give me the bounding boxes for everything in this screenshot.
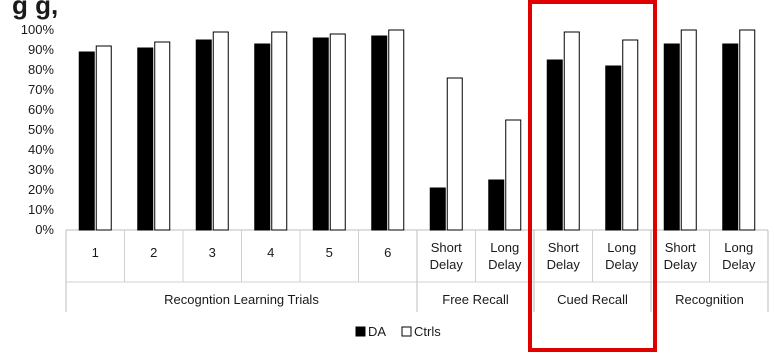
x-tick-label-line: Delay	[488, 257, 522, 272]
bar-da	[663, 43, 680, 231]
x-tick-label: Long Delay	[488, 240, 522, 272]
chart-title-fragment: g g,	[12, 0, 58, 20]
bar-da	[429, 187, 446, 231]
x-tick-label-line: 5	[326, 245, 333, 260]
bar-da	[546, 59, 563, 231]
x-tick-label: 3	[209, 245, 216, 260]
x-tick-label: 6	[384, 245, 391, 260]
bar-da	[488, 179, 505, 231]
x-tick-label: 4	[267, 245, 274, 260]
y-tick-label: 0%	[35, 222, 54, 237]
x-tick-label: 5	[326, 245, 333, 260]
bar-ctrls	[622, 39, 639, 231]
y-tick-label: 80%	[28, 62, 54, 77]
highlight-box	[528, 0, 657, 352]
y-tick-label: 90%	[28, 42, 54, 57]
x-tick-label: 2	[150, 245, 157, 260]
legend-swatch	[355, 326, 366, 337]
bar-da	[195, 39, 212, 231]
legend: DA Ctrls	[355, 324, 441, 339]
x-axis-categories: 1 2 3 4 5 6 Short Delay Long Delay Short Delay Long D…	[92, 240, 756, 272]
bar-ctrls	[388, 29, 405, 231]
legend-swatch	[401, 326, 412, 337]
x-axis-groups: Recogntion Learning Trials Free Recall Cue…	[65, 230, 769, 312]
group-label: Recogntion Learning Trials	[164, 292, 319, 307]
bar-da	[254, 43, 271, 231]
x-tick-label-line: Long	[607, 240, 636, 255]
x-tick-label-line: 4	[267, 245, 274, 260]
y-axis: 0% 10% 20% 30% 40% 50% 60% 70% 80% 90% 100%	[21, 22, 768, 237]
x-tick-label-line: Delay	[430, 257, 464, 272]
y-tick-label: 10%	[28, 202, 54, 217]
x-tick-label: Short Delay	[664, 240, 698, 272]
x-tick-label: Long Delay	[722, 240, 756, 272]
group-label: Recognition	[675, 292, 744, 307]
bar-da	[605, 65, 622, 231]
x-tick-label-line: Short	[548, 240, 579, 255]
legend-label: Ctrls	[414, 324, 441, 339]
x-tick-label: 1	[92, 245, 99, 260]
x-tick-label-line: Delay	[664, 257, 698, 272]
y-tick-label: 70%	[28, 82, 54, 97]
x-tick-label-line: 6	[384, 245, 391, 260]
bar-da	[78, 51, 95, 231]
y-tick-label: 30%	[28, 162, 54, 177]
y-tick-label: 40%	[28, 142, 54, 157]
bar-ctrls	[446, 77, 463, 231]
x-tick-label: Short Delay	[547, 240, 581, 272]
bar-ctrls	[680, 29, 697, 231]
bar-series	[78, 29, 756, 231]
bar-ctrls	[212, 31, 229, 231]
bar-ctrls	[739, 29, 756, 231]
x-tick-label: Short Delay	[430, 240, 464, 272]
bar-ctrls	[505, 119, 522, 231]
bar-da	[371, 35, 388, 231]
group-label: Free Recall	[442, 292, 509, 307]
y-tick-label: 20%	[28, 182, 54, 197]
group-label: Cued Recall	[557, 292, 628, 307]
x-tick-label-line: Delay	[722, 257, 756, 272]
bar-ctrls	[563, 31, 580, 231]
x-tick-label-line: Short	[431, 240, 462, 255]
x-tick-label-line: Long	[724, 240, 753, 255]
x-tick-label-line: 1	[92, 245, 99, 260]
bar-ctrls	[271, 31, 288, 231]
x-tick-label-line: Delay	[547, 257, 581, 272]
bar-ctrls	[154, 41, 171, 231]
bar-da	[137, 47, 154, 231]
y-tick-label: 100%	[21, 22, 55, 37]
x-tick-label: Long Delay	[605, 240, 639, 272]
bar-da	[312, 37, 329, 231]
y-tick-label: 50%	[28, 122, 54, 137]
x-tick-label-line: 3	[209, 245, 216, 260]
y-tick-label: 60%	[28, 102, 54, 117]
bar-ctrls	[329, 33, 346, 231]
x-tick-label-line: Delay	[605, 257, 639, 272]
x-tick-label-line: 2	[150, 245, 157, 260]
bar-ctrls	[95, 45, 112, 231]
bar-da	[722, 43, 739, 231]
legend-label: DA	[368, 324, 386, 339]
x-tick-label-line: Long	[490, 240, 519, 255]
x-tick-label-line: Short	[665, 240, 696, 255]
